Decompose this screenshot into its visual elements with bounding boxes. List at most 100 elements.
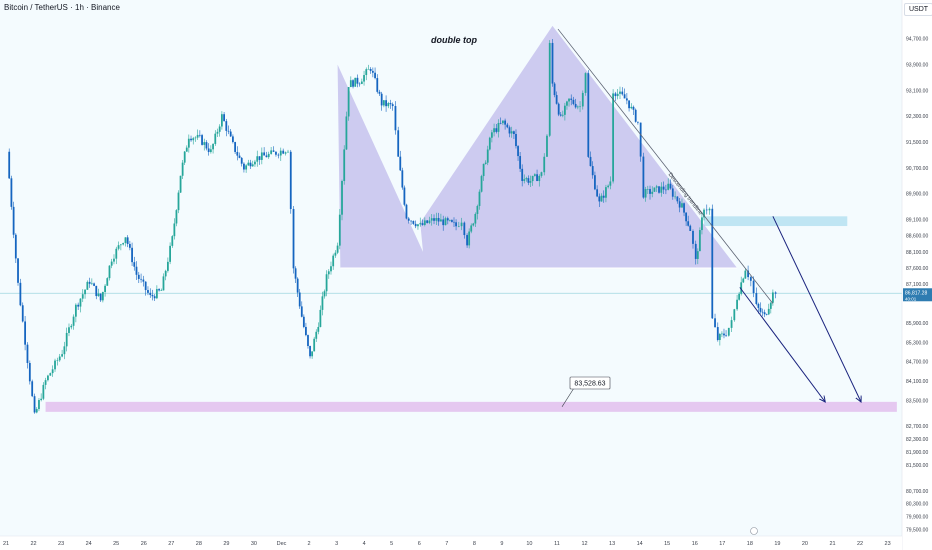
candle-body bbox=[523, 179, 526, 181]
candle-body bbox=[319, 309, 322, 327]
candle-body bbox=[519, 156, 522, 169]
x-tick-label: 5 bbox=[390, 541, 393, 547]
candle-body bbox=[260, 152, 263, 160]
x-tick-label: 14 bbox=[637, 541, 643, 547]
candle-body bbox=[234, 142, 237, 152]
candle-body bbox=[298, 292, 301, 307]
candle-body bbox=[86, 281, 89, 290]
candle-body bbox=[101, 291, 104, 301]
candle-body bbox=[478, 191, 481, 206]
candle-body bbox=[596, 189, 599, 197]
x-tick-label: 28 bbox=[196, 541, 202, 547]
candle-body bbox=[508, 127, 511, 134]
candle-body bbox=[391, 104, 394, 107]
candle-body bbox=[153, 296, 156, 299]
candle-body bbox=[243, 163, 245, 170]
candle-body bbox=[738, 293, 741, 300]
candle-body bbox=[466, 235, 468, 246]
candle-body bbox=[367, 68, 370, 70]
y-tick-label: 85,900.00 bbox=[906, 321, 928, 327]
candle-body bbox=[267, 153, 270, 158]
candle-body bbox=[495, 128, 498, 132]
candle-body bbox=[144, 281, 147, 291]
candle-body bbox=[378, 91, 381, 94]
candle-body bbox=[403, 187, 406, 205]
candle-body bbox=[323, 291, 326, 297]
candle-body bbox=[229, 131, 232, 137]
candle-body bbox=[104, 285, 106, 292]
candle-body bbox=[705, 209, 708, 211]
candle-body bbox=[401, 170, 404, 188]
candle-body bbox=[625, 98, 628, 101]
candle-body bbox=[493, 128, 495, 133]
candle-body bbox=[698, 230, 701, 252]
candle-body bbox=[309, 346, 311, 357]
candle-body bbox=[238, 155, 241, 158]
x-tick-label: 11 bbox=[554, 541, 560, 547]
candle-body bbox=[207, 148, 210, 153]
y-tick-label: 81,500.00 bbox=[906, 463, 928, 469]
candle-body bbox=[95, 285, 98, 297]
candle-body bbox=[437, 217, 440, 222]
x-tick-label: 8 bbox=[473, 541, 476, 547]
candle-body bbox=[61, 354, 63, 357]
y-tick-label: 93,900.00 bbox=[906, 63, 928, 69]
candle-body bbox=[589, 156, 592, 167]
candle-body bbox=[730, 320, 733, 328]
candle-body bbox=[527, 178, 530, 183]
x-tick-label: 19 bbox=[774, 541, 780, 547]
candle-body bbox=[399, 156, 402, 171]
x-tick-label: 29 bbox=[223, 541, 229, 547]
candle-body bbox=[653, 187, 656, 192]
candle-body bbox=[502, 120, 504, 124]
candle-body bbox=[218, 126, 221, 132]
candle-body bbox=[223, 114, 225, 122]
candle-body bbox=[24, 321, 27, 345]
candle-body bbox=[8, 151, 11, 179]
x-tick-label: 17 bbox=[719, 541, 725, 547]
candle-body bbox=[538, 175, 541, 182]
candle-body bbox=[296, 278, 299, 293]
candle-body bbox=[334, 252, 337, 256]
current-price-label: 86,817.28 bbox=[905, 290, 927, 296]
candle-body bbox=[602, 195, 605, 198]
candle-body bbox=[561, 114, 564, 116]
candle-body bbox=[433, 218, 435, 221]
candle-body bbox=[607, 185, 610, 188]
candle-body bbox=[149, 292, 152, 295]
candle-body bbox=[723, 333, 725, 336]
x-tick-label: 10 bbox=[526, 541, 532, 547]
candle-body bbox=[591, 166, 594, 176]
candle-body bbox=[119, 244, 122, 246]
candle-body bbox=[566, 101, 568, 106]
candle-body bbox=[669, 183, 672, 189]
candle-body bbox=[385, 100, 387, 107]
candle-body bbox=[365, 69, 368, 76]
candle-body bbox=[117, 245, 120, 249]
candle-body bbox=[214, 133, 217, 144]
candle-body bbox=[325, 274, 328, 292]
candle-body bbox=[584, 73, 587, 93]
support-callout-label: 83,528.63 bbox=[574, 381, 605, 388]
candle-body bbox=[546, 135, 548, 157]
candle-body bbox=[671, 188, 674, 197]
candle-body bbox=[110, 261, 113, 266]
candle-body bbox=[142, 279, 145, 282]
y-tick-label: 79,500.00 bbox=[906, 528, 928, 534]
candle-body bbox=[642, 156, 645, 198]
candle-body bbox=[752, 280, 755, 294]
candle-body bbox=[263, 152, 266, 156]
candle-body bbox=[35, 409, 38, 413]
currency-badge[interactable]: USDT bbox=[904, 3, 932, 16]
candle-body bbox=[484, 162, 487, 164]
candle-body bbox=[42, 384, 45, 399]
candle-body bbox=[662, 186, 665, 190]
candle-body bbox=[598, 196, 601, 202]
candle-body bbox=[196, 134, 199, 138]
candle-body bbox=[681, 203, 683, 208]
candle-body bbox=[279, 150, 282, 156]
candle-body bbox=[472, 223, 475, 226]
candle-body bbox=[212, 143, 214, 150]
